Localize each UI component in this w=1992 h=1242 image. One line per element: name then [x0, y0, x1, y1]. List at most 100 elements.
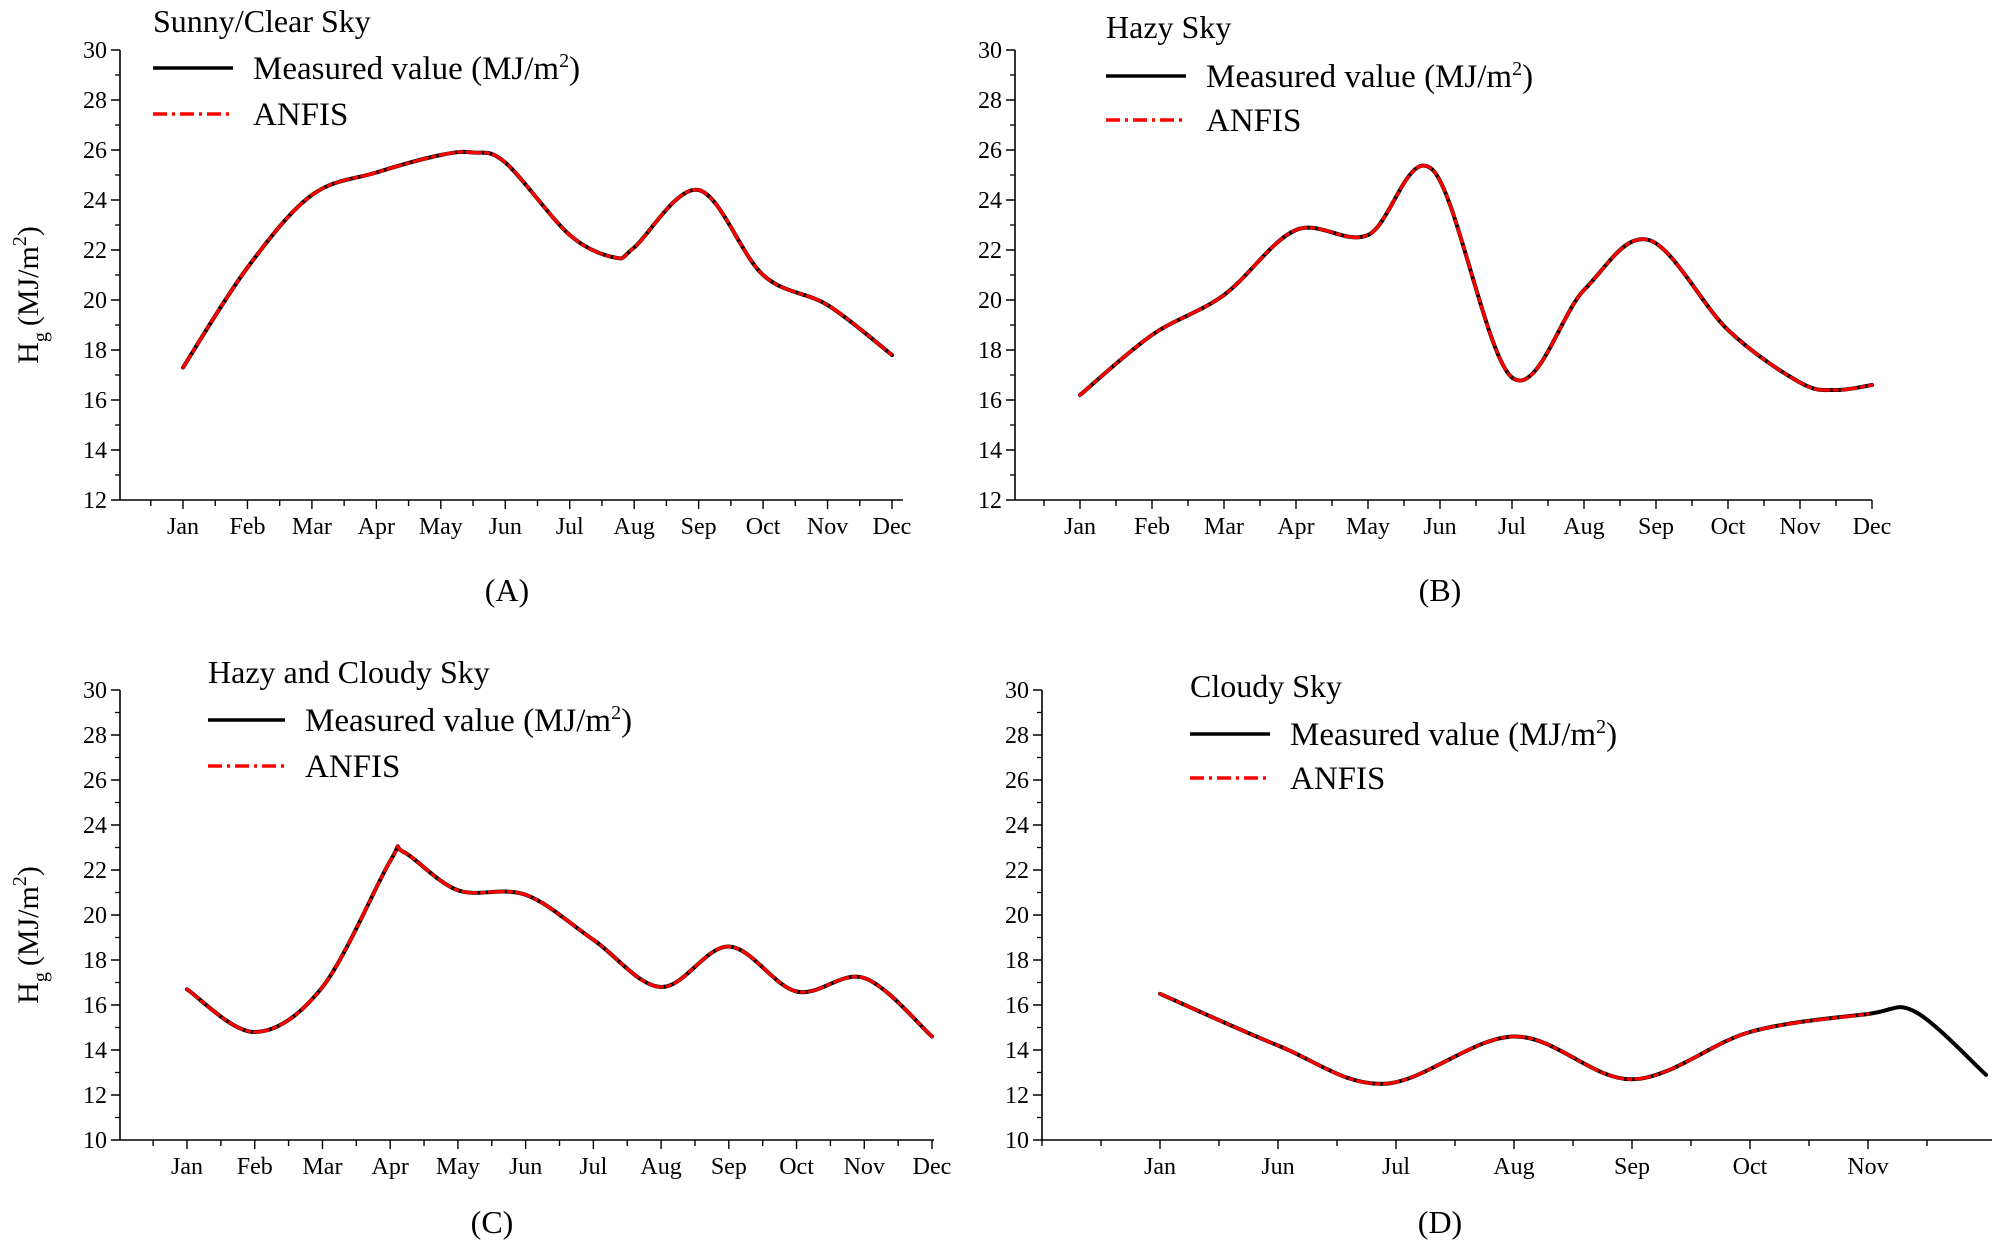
y-axis-label-unit: (MJ/m [12, 886, 45, 966]
legend-label-measured-sup: 2 [1596, 716, 1606, 738]
y-axis-label-sup: 2 [9, 236, 31, 246]
y-tick-label: 22 [83, 238, 107, 264]
x-tick-label: Jul [556, 514, 584, 540]
y-axis-label-main: H [12, 982, 45, 1004]
x-tick-label: Oct [746, 514, 781, 540]
y-tick-label: 18 [83, 948, 107, 974]
x-tick-label: Oct [779, 1154, 814, 1180]
x-tick-label: Aug [614, 514, 655, 540]
x-tick-label: Nov [1847, 1154, 1888, 1180]
series-line-anfis [1078, 164, 1874, 397]
x-tick-label: Mar [292, 514, 332, 540]
x-tick-label: Jun [489, 514, 522, 540]
x-tick-label: Jan [167, 514, 199, 540]
y-axis-label-unit: (MJ/m [12, 246, 45, 326]
x-tick-label: Dec [913, 1154, 952, 1180]
legend-label-measured: Measured value (MJ/m2) [1290, 716, 1617, 753]
legend-label-measured-sup: 2 [1512, 58, 1522, 80]
x-tick-label: Dec [873, 514, 912, 540]
x-tick-label: Feb [1134, 514, 1170, 540]
legend-label-measured-close: ) [1522, 59, 1533, 95]
y-tick-label: 12 [978, 488, 1002, 514]
x-tick-label: Jun [509, 1154, 542, 1180]
legend-label-anfis: ANFIS [253, 97, 348, 133]
y-tick-label: 18 [83, 338, 107, 364]
y-tick-label: 16 [83, 388, 107, 414]
x-tick-label: Sep [711, 1154, 747, 1180]
x-tick-label: Feb [229, 514, 265, 540]
legend-label-measured: Measured value (MJ/m2) [253, 50, 580, 87]
x-tick-label: Jul [1498, 514, 1526, 540]
y-tick-label: 30 [83, 38, 107, 64]
x-tick-label: Jan [1144, 1154, 1176, 1180]
legend-label-measured: Measured value (MJ/m2) [305, 702, 632, 739]
y-tick-label: 16 [83, 993, 107, 1019]
y-axis-label: Hg (MJ/m2) [9, 226, 52, 364]
legend-label-measured-close: ) [621, 703, 632, 739]
y-tick-label: 20 [978, 288, 1002, 314]
series-line-anfis [181, 150, 894, 370]
y-tick-label: 26 [978, 138, 1002, 164]
x-tick-label: Apr [372, 1154, 409, 1180]
series-line-measured [181, 149, 894, 370]
y-tick-label: 22 [978, 238, 1002, 264]
series-line-anfis [185, 844, 934, 1039]
legend-label-measured-sup: 2 [559, 50, 569, 72]
x-tick-label: Sep [1638, 514, 1674, 540]
y-tick-label: 14 [83, 438, 107, 464]
legend-label-measured: Measured value (MJ/m2) [1206, 58, 1533, 95]
x-tick-label: Dec [1853, 514, 1892, 540]
y-tick-label: 26 [83, 768, 107, 794]
panel-label: (D) [1418, 1204, 1462, 1240]
x-tick-label: Nov [844, 1154, 885, 1180]
y-tick-label: 10 [1005, 1128, 1029, 1154]
x-tick-label: Aug [1563, 514, 1604, 540]
x-tick-label: Sep [681, 514, 717, 540]
y-tick-label: 26 [1005, 768, 1029, 794]
y-tick-label: 28 [978, 88, 1002, 114]
y-tick-label: 28 [83, 723, 107, 749]
y-axis-label-sub: g [30, 972, 52, 982]
y-tick-label: 30 [1005, 678, 1029, 704]
x-tick-label: Aug [1493, 1154, 1534, 1180]
x-tick-label: Nov [1779, 514, 1820, 540]
x-tick-label: Oct [1711, 514, 1746, 540]
y-tick-label: 24 [978, 188, 1002, 214]
y-tick-label: 24 [83, 813, 107, 839]
chart-title: Sunny/Clear Sky [153, 3, 371, 39]
y-tick-label: 18 [978, 338, 1002, 364]
series-line-measured [1078, 163, 1874, 397]
x-tick-label: May [1346, 514, 1390, 540]
x-tick-label: Jan [171, 1154, 203, 1180]
x-tick-label: Mar [1204, 514, 1244, 540]
y-axis-label-close: ) [12, 866, 45, 876]
y-tick-label: 26 [83, 138, 107, 164]
x-tick-label: May [419, 514, 463, 540]
panel-label: (B) [1419, 572, 1462, 608]
x-tick-label: Oct [1733, 1154, 1768, 1180]
legend-label-measured-sup: 2 [611, 702, 621, 724]
y-tick-label: 20 [83, 288, 107, 314]
series-line-anfis [1158, 992, 1870, 1086]
y-axis-label: Hg (MJ/m2) [9, 866, 52, 1004]
x-tick-label: Sep [1614, 1154, 1650, 1180]
legend-label-measured-text: Measured value (MJ/m [305, 703, 611, 739]
y-tick-label: 28 [83, 88, 107, 114]
y-axis-label-sub: g [30, 332, 52, 342]
y-axis-label-main: H [12, 342, 45, 364]
legend-label-measured-text: Measured value (MJ/m [253, 51, 559, 87]
legend-label-measured-text: Measured value (MJ/m [1290, 717, 1596, 753]
legend-label-anfis: ANFIS [1290, 761, 1385, 797]
y-tick-label: 18 [1005, 948, 1029, 974]
chart-panel-2: 12 14 16 18 20 22 24 26 28 30 Jan Feb Mar Apr May Jun Ju… [978, 9, 1891, 608]
y-tick-label: 20 [83, 903, 107, 929]
legend-label-anfis: ANFIS [1206, 103, 1301, 139]
x-tick-label: Jun [1423, 514, 1456, 540]
y-tick-label: 16 [978, 388, 1002, 414]
x-tick-label: Jul [1382, 1154, 1410, 1180]
panel-label: (A) [485, 572, 529, 608]
y-tick-label: 12 [83, 488, 107, 514]
chart-panel-4: 10 12 14 16 18 20 22 24 26 28 30 Jan Jun Jul Aug Sep Oct… [1005, 668, 1992, 1240]
